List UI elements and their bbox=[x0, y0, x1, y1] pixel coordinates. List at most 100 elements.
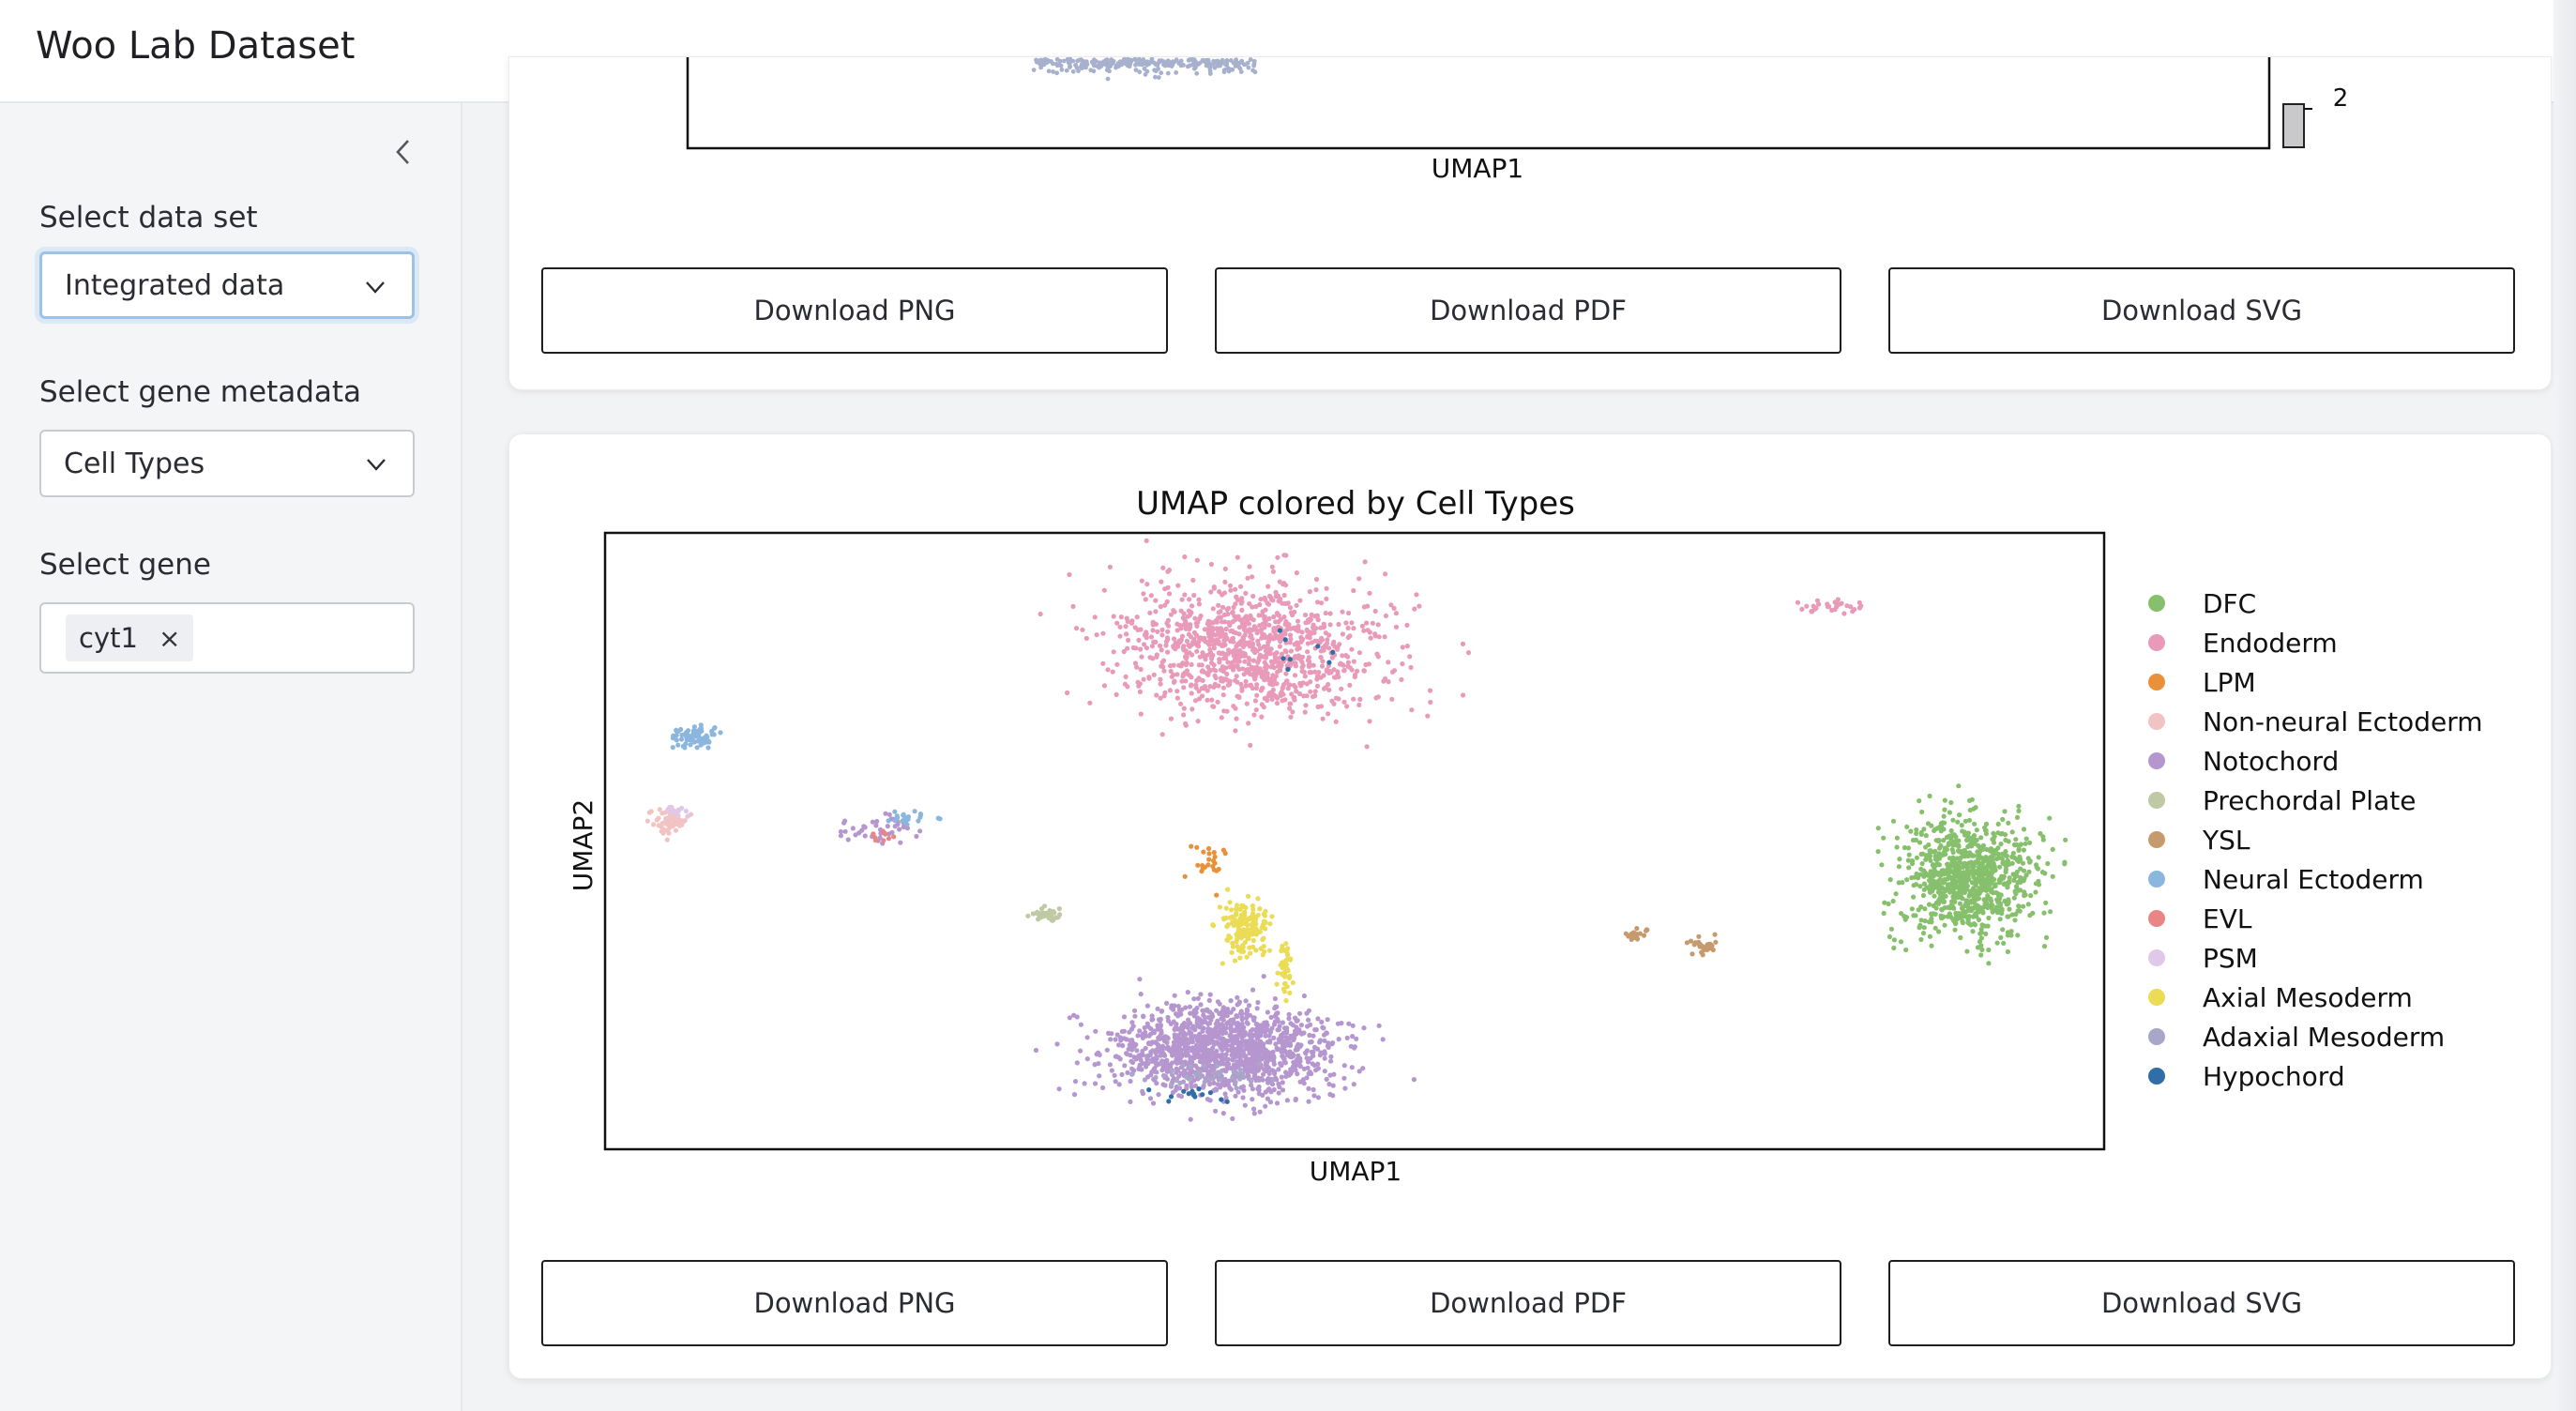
data-point bbox=[1186, 631, 1191, 637]
data-point bbox=[1249, 615, 1254, 621]
data-point bbox=[1232, 958, 1238, 963]
previous-plot-point bbox=[1239, 58, 1245, 64]
previous-plot-point bbox=[1236, 64, 1241, 69]
previous-plot-point bbox=[1137, 69, 1143, 75]
data-point bbox=[1190, 640, 1195, 645]
data-point bbox=[1239, 1021, 1245, 1027]
data-point bbox=[1253, 603, 1259, 610]
data-point bbox=[1196, 644, 1202, 649]
data-point bbox=[1174, 695, 1180, 701]
data-point bbox=[1249, 1069, 1255, 1074]
data-point bbox=[1137, 1064, 1143, 1070]
data-point bbox=[1943, 851, 1948, 857]
data-point bbox=[1134, 1048, 1140, 1054]
data-point bbox=[1270, 1077, 1276, 1083]
data-point bbox=[677, 817, 683, 823]
data-point bbox=[1404, 644, 1410, 649]
data-point bbox=[1266, 1050, 1272, 1055]
download-png-button[interactable]: Download PNG bbox=[541, 267, 1168, 354]
data-point bbox=[1936, 886, 1942, 892]
download-png-button[interactable]: Download PNG bbox=[541, 1260, 1168, 1346]
data-point bbox=[1228, 1027, 1234, 1033]
data-point bbox=[2030, 910, 2036, 916]
data-point bbox=[1056, 906, 1062, 912]
gene-multiselect[interactable]: cyt1 × bbox=[39, 602, 415, 674]
data-point bbox=[1199, 662, 1205, 668]
metadata-select[interactable]: Cell Types bbox=[39, 430, 415, 497]
data-point bbox=[1084, 1035, 1090, 1040]
data-point bbox=[1187, 673, 1192, 678]
collapse-sidebar-button[interactable] bbox=[385, 133, 422, 171]
data-point bbox=[1361, 1025, 1367, 1031]
data-point bbox=[1997, 903, 2003, 909]
data-point bbox=[1961, 914, 1967, 919]
data-point bbox=[1948, 799, 1954, 806]
previous-plot-point bbox=[1105, 76, 1111, 82]
data-point bbox=[1251, 1111, 1257, 1116]
previous-plot-point bbox=[1106, 62, 1112, 68]
data-point bbox=[1123, 624, 1129, 630]
data-point bbox=[1294, 570, 1299, 576]
data-point bbox=[2023, 841, 2028, 846]
data-point bbox=[1298, 1030, 1304, 1036]
data-point bbox=[1171, 1019, 1176, 1024]
download-pdf-button[interactable]: Download PDF bbox=[1215, 267, 1841, 354]
data-point bbox=[1428, 699, 1433, 706]
download-svg-button[interactable]: Download SVG bbox=[1888, 267, 2515, 354]
data-point bbox=[1227, 678, 1233, 684]
data-point bbox=[2013, 872, 2020, 879]
data-point bbox=[1146, 1033, 1152, 1039]
data-point bbox=[1141, 591, 1146, 597]
data-point bbox=[1262, 633, 1267, 639]
data-point bbox=[1301, 1081, 1307, 1086]
data-point bbox=[1799, 606, 1805, 612]
data-point bbox=[1224, 937, 1230, 943]
data-point bbox=[1150, 1100, 1157, 1106]
data-point bbox=[1251, 671, 1257, 676]
data-point bbox=[2002, 809, 2008, 814]
data-point bbox=[1190, 1045, 1196, 1051]
data-point bbox=[1375, 622, 1381, 628]
data-point bbox=[2022, 893, 2027, 899]
data-point bbox=[659, 811, 665, 816]
remove-chip-button[interactable]: × bbox=[158, 622, 181, 654]
previous-plot-point bbox=[1251, 58, 1257, 64]
data-point bbox=[904, 822, 910, 827]
data-point bbox=[1135, 1033, 1141, 1039]
data-point bbox=[1193, 682, 1199, 689]
data-point bbox=[1214, 1048, 1220, 1054]
data-point bbox=[1274, 1045, 1280, 1051]
data-point bbox=[1222, 631, 1228, 637]
data-point bbox=[1210, 704, 1216, 709]
data-point bbox=[1307, 1039, 1313, 1045]
data-point bbox=[1978, 835, 1984, 841]
data-point bbox=[1306, 1017, 1311, 1023]
data-point bbox=[1905, 845, 1911, 851]
data-point bbox=[1917, 798, 1922, 804]
data-point bbox=[1070, 603, 1076, 609]
data-point bbox=[1247, 657, 1252, 662]
legend-label: PSM bbox=[2203, 943, 2258, 974]
dataset-select[interactable]: Integrated data bbox=[39, 251, 415, 319]
data-point bbox=[1104, 1047, 1110, 1053]
data-point bbox=[1281, 989, 1287, 994]
download-svg-button[interactable]: Download SVG bbox=[1888, 1260, 2515, 1346]
data-point bbox=[1247, 1003, 1252, 1009]
download-pdf-button[interactable]: Download PDF bbox=[1215, 1260, 1841, 1346]
data-point bbox=[1971, 921, 1977, 927]
data-point bbox=[1194, 677, 1200, 684]
previous-plot-point bbox=[1190, 57, 1194, 62]
data-point bbox=[1165, 649, 1171, 655]
data-point bbox=[1153, 598, 1159, 603]
data-point bbox=[1829, 607, 1835, 614]
data-point bbox=[1190, 1024, 1196, 1029]
data-point bbox=[1309, 670, 1314, 675]
y-axis-label: UMAP2 bbox=[568, 799, 599, 892]
data-point bbox=[1050, 918, 1055, 923]
data-point bbox=[1260, 952, 1265, 958]
data-point bbox=[1417, 603, 1422, 609]
data-point bbox=[1257, 645, 1263, 651]
data-point bbox=[1181, 1021, 1188, 1026]
data-point bbox=[1149, 1017, 1155, 1023]
